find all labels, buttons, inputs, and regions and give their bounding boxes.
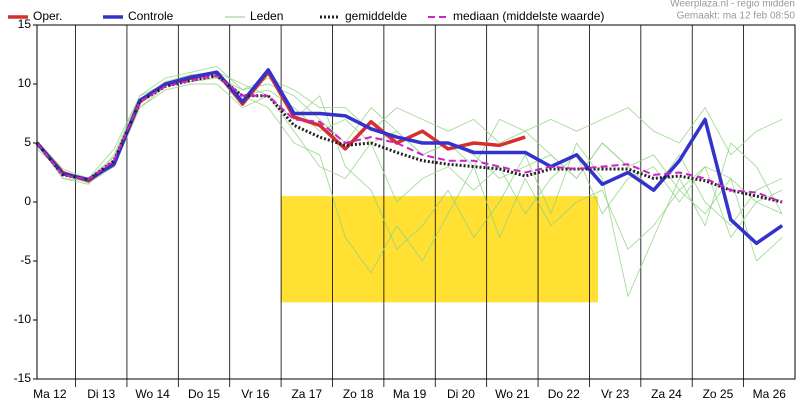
x-tick-label: Za 17 xyxy=(291,387,322,401)
made: Gemaakt: ma 12 feb 08:50 xyxy=(677,11,796,22)
x-tick-label: Wo 21 xyxy=(495,387,530,401)
x-tick-label: Vr 23 xyxy=(601,387,630,401)
x-tick-label: Ma 26 xyxy=(753,387,787,401)
legend-label: Leden xyxy=(250,9,283,23)
y-tick-label: -10 xyxy=(14,312,32,326)
y-tick-label: 10 xyxy=(18,76,32,90)
series-line xyxy=(35,68,784,246)
x-tick-label: Vr 16 xyxy=(241,387,270,401)
legend-label: Oper. xyxy=(33,9,62,23)
y-tick-label: -15 xyxy=(14,371,32,385)
y-tick-label: 0 xyxy=(24,194,31,208)
y-tick-label: -5 xyxy=(20,253,31,267)
legend-label: mediaan (middelste waarde) xyxy=(453,9,604,23)
x-tick-label: Zo 25 xyxy=(703,387,734,401)
x-tick-label: Di 20 xyxy=(447,387,475,401)
series-line xyxy=(36,74,783,179)
series-line xyxy=(36,74,783,203)
y-tick-label: 15 xyxy=(18,17,32,31)
x-tick-label: Wo 14 xyxy=(135,387,170,401)
source: Weerplaza.nl - regio midden xyxy=(670,0,795,10)
x-tick-label: Di 13 xyxy=(87,387,115,401)
legend-label: gemiddelde xyxy=(345,9,407,23)
x-tick-label: Ma 12 xyxy=(33,387,67,401)
x-tick-label: Do 22 xyxy=(548,387,580,401)
highlight-region xyxy=(281,196,599,303)
x-tick-label: Ma 19 xyxy=(393,387,427,401)
x-tick-label: Do 15 xyxy=(188,387,220,401)
x-tick-label: Za 24 xyxy=(651,387,682,401)
plot-frame xyxy=(36,24,796,380)
x-tick-label: Zo 18 xyxy=(343,387,374,401)
y-tick-label: 5 xyxy=(24,135,31,149)
legend-label: Controle xyxy=(128,9,174,23)
series-line xyxy=(36,83,783,238)
